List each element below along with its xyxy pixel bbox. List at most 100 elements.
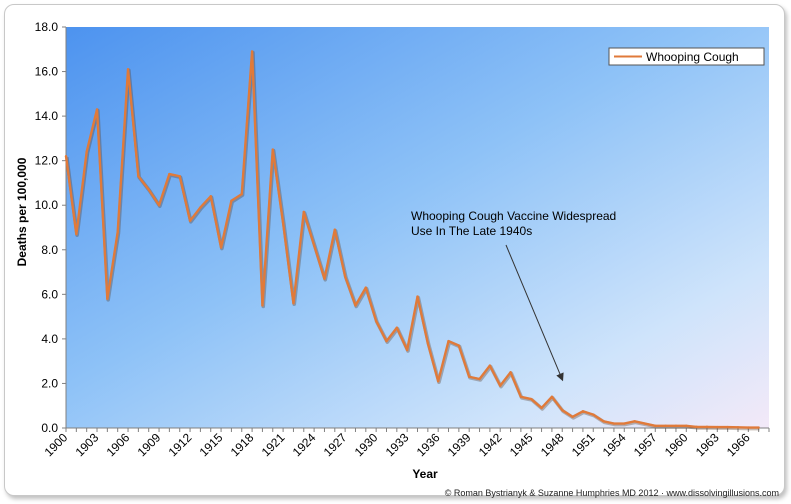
annotation-arrow (505, 244, 564, 382)
credit-text: © Roman Bystrianyk & Suzanne Humphries M… (444, 488, 779, 498)
data-point (550, 395, 554, 399)
data-point (85, 150, 88, 153)
x-tick-label: 1945 (507, 430, 536, 459)
series-group (64, 50, 760, 431)
data-point (395, 326, 399, 329)
data-point (250, 50, 254, 53)
x-tick-label: 1957 (631, 430, 660, 459)
data-point (209, 195, 212, 198)
data-point (302, 210, 305, 214)
data-point (405, 348, 409, 352)
x-tick-label: 1903 (73, 430, 102, 459)
data-point (106, 297, 109, 300)
annotation: Whooping Cough Vaccine Widespread Use In… (411, 209, 616, 382)
x-tick-label: 1927 (321, 430, 350, 459)
data-point (137, 175, 140, 178)
legend: Whooping Cough (608, 47, 765, 66)
data-point (612, 422, 616, 425)
data-point (695, 425, 698, 429)
data-point (633, 420, 636, 423)
data-point (116, 230, 119, 234)
y-tick-label: 18.0 (35, 20, 59, 34)
data-point (354, 304, 357, 307)
annotation-line-2: Use In The Late 1940s (411, 224, 532, 238)
data-point (674, 424, 678, 427)
data-point (499, 384, 502, 387)
data-point (654, 424, 657, 427)
x-tick-label: 1960 (662, 430, 691, 459)
data-point (530, 397, 533, 401)
y-tick-label: 8.0 (41, 243, 58, 257)
data-point (374, 319, 378, 323)
data-point (312, 244, 316, 247)
data-point (716, 425, 719, 429)
y-tick-label: 4.0 (41, 332, 58, 346)
x-tick-label: 1939 (445, 430, 474, 459)
data-point (126, 68, 130, 71)
legend-label: Whooping Cough (646, 50, 739, 64)
annotation-line-1: Whooping Cough Vaccine Widespread (411, 209, 616, 223)
data-point (323, 277, 326, 280)
x-tick-label: 1906 (104, 430, 133, 459)
data-point (178, 175, 181, 178)
data-point (436, 380, 440, 383)
data-point (643, 422, 647, 425)
data-point (281, 221, 285, 225)
y-tick-label: 6.0 (41, 287, 58, 301)
data-point (168, 172, 171, 176)
y-tick-label: 14.0 (35, 109, 59, 123)
data-point (747, 426, 750, 429)
data-point (488, 364, 492, 367)
data-point (509, 371, 512, 374)
y-tick-label: 2.0 (41, 376, 58, 390)
x-tick-label: 1912 (166, 430, 195, 459)
data-point (457, 344, 461, 347)
y-axis-label: Deaths per 100,000 (15, 157, 29, 266)
data-point (157, 204, 161, 207)
data-point (426, 342, 430, 345)
x-axis-label: Year (412, 467, 438, 481)
data-point (64, 155, 68, 158)
data-point (188, 219, 192, 223)
data-point (664, 424, 667, 427)
y-axis: 0.0 2.0 4.0 6.0 8.0 10.0 12.0 14.0 16.0 18.0 (35, 20, 67, 435)
y-tick-label: 12.0 (35, 154, 59, 168)
data-point (467, 375, 471, 378)
x-tick-label: 1930 (352, 430, 381, 459)
data-point (292, 302, 295, 305)
x-tick-label: 1954 (600, 430, 629, 459)
x-tick-label: 1915 (197, 430, 226, 459)
plot-area (66, 27, 769, 428)
x-tick-label: 1933 (383, 430, 412, 459)
x-axis: 1900 1903 1906 1909 1912 1915 1918 1921 1924 1927… (42, 427, 770, 459)
data-point (95, 108, 99, 111)
data-point (592, 413, 595, 416)
x-tick-label: 1951 (569, 430, 598, 459)
data-point (726, 425, 729, 429)
data-point (581, 410, 585, 413)
x-tick-label: 1936 (414, 430, 443, 459)
x-tick-label: 1918 (228, 430, 257, 459)
data-point (416, 295, 419, 298)
x-tick-label: 1966 (724, 430, 753, 459)
x-tick-label: 1963 (693, 430, 722, 459)
y-tick-label: 0.0 (41, 421, 58, 435)
legend-box (608, 47, 765, 66)
data-point (343, 275, 347, 278)
data-point (757, 426, 760, 429)
x-tick-label: 1921 (259, 430, 288, 459)
x-tick-label: 1948 (538, 430, 567, 459)
data-point (540, 406, 543, 410)
data-point (519, 395, 523, 399)
data-point (561, 408, 564, 412)
data-point (623, 422, 626, 425)
data-point (602, 420, 605, 423)
data-point (705, 425, 709, 429)
x-tick-label: 1942 (476, 430, 505, 459)
data-point (736, 426, 740, 429)
data-point (219, 246, 223, 249)
y-tick-label: 10.0 (35, 198, 59, 212)
data-point (199, 206, 202, 209)
data-point (261, 304, 264, 307)
